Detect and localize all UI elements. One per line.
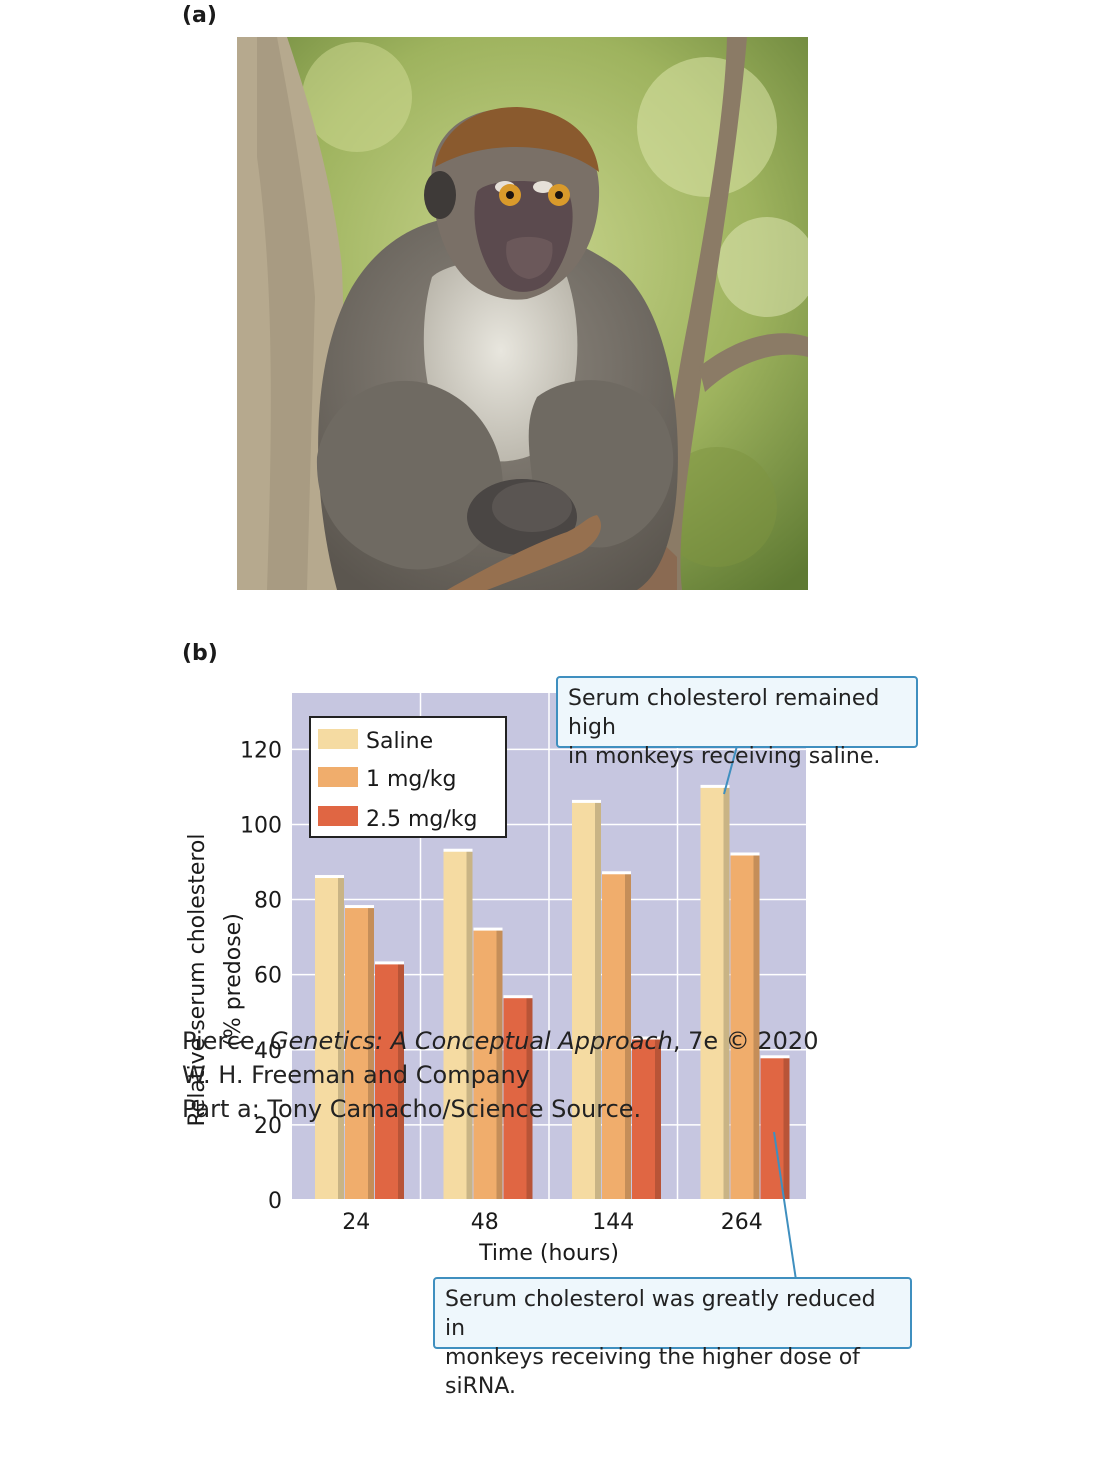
legend-swatch-2-5mg	[318, 806, 358, 826]
bar-saline-24	[315, 877, 338, 1200]
photo-pupil	[555, 191, 563, 199]
y-tick-label: 120	[240, 738, 282, 763]
bar-side-saline-24	[338, 877, 344, 1200]
photo-muzzle	[506, 236, 553, 279]
bar-1-mg-kg-48	[473, 929, 497, 1200]
legend: Saline 1 mg/kg 2.5 mg/kg	[309, 716, 507, 838]
callout-reduced: Serum cholesterol was greatly reduced in…	[433, 1277, 912, 1399]
bar-side-2-5-mg-kg-144	[655, 1038, 661, 1200]
legend-label-1mg: 1 mg/kg	[366, 767, 457, 792]
monkey-photo	[237, 37, 808, 590]
bar-2-5-mg-kg-48	[503, 997, 527, 1200]
bar-top-saline-24	[315, 875, 344, 879]
callout-reduced-line1: Serum cholesterol was greatly reduced in	[445, 1287, 876, 1341]
legend-swatch-saline	[318, 729, 358, 749]
credit-book-title: Genetics: A Conceptual Approach	[269, 1027, 673, 1055]
callout-high-line2: in monkeys receiving saline.	[568, 744, 881, 769]
credit-line-3: Part a: Tony Camacho/Science Source.	[182, 1095, 642, 1123]
bar-2-5-mg-kg-264	[760, 1057, 784, 1200]
bar-side-saline-144	[595, 801, 601, 1200]
panel-a-label: (a)	[182, 3, 217, 28]
bar-1-mg-kg-24	[345, 907, 368, 1200]
x-tick-label: 24	[342, 1210, 370, 1235]
callout-reduced-line2: monkeys receiving the higher dose of siR…	[445, 1345, 860, 1399]
photo-hands	[492, 482, 572, 532]
y-tick-labels: 0 20 40 60 80 100 120	[240, 738, 282, 1214]
photo-legs	[316, 380, 503, 570]
x-axis-label: Time (hours)	[478, 1241, 619, 1266]
bar-top-2-5-mg-kg-24	[375, 961, 404, 965]
bar-side-1-mg-kg-24	[368, 907, 374, 1200]
bar-top-1-mg-kg-264	[730, 852, 760, 856]
credit-line-1: Pierce, Genetics: A Conceptual Approach,…	[182, 1024, 818, 1058]
credits: Pierce, Genetics: A Conceptual Approach,…	[182, 1024, 818, 1126]
x-tick-label: 144	[592, 1210, 634, 1235]
bar-top-1-mg-kg-48	[473, 927, 503, 931]
photo-bokeh	[717, 217, 808, 317]
photo-ear	[424, 171, 456, 219]
bar-2-5-mg-kg-24	[375, 963, 398, 1200]
photo-brow	[533, 181, 553, 193]
x-tick-label: 264	[721, 1210, 763, 1235]
bar-saline-144	[572, 801, 595, 1200]
bar-top-saline-264	[700, 784, 730, 788]
bar-side-1-mg-kg-264	[753, 854, 760, 1200]
legend-swatch-1mg	[318, 767, 358, 787]
legend-label-saline: Saline	[366, 729, 433, 754]
y-tick-label: 20	[254, 1114, 282, 1139]
photo-pupil	[506, 191, 514, 199]
photo-branch	[699, 333, 808, 392]
bar-side-1-mg-kg-144	[625, 873, 631, 1200]
credit-line-2: W. H. Freeman and Company	[182, 1061, 530, 1089]
callout-reduced-pointer	[773, 1131, 797, 1281]
bar-side-1-mg-kg-48	[496, 929, 503, 1200]
bar-side-2-5-mg-kg-24	[398, 963, 404, 1200]
photo-bokeh	[637, 57, 777, 197]
bar-side-2-5-mg-kg-264	[783, 1057, 790, 1200]
bar-1-mg-kg-144	[602, 873, 625, 1200]
y-tick-label: 80	[254, 889, 282, 914]
legend-label-2-5mg: 2.5 mg/kg	[366, 807, 478, 832]
bar-top-saline-144	[572, 799, 601, 803]
x-tick-label: 48	[471, 1210, 499, 1235]
photo-bokeh	[302, 42, 412, 152]
bar-top-1-mg-kg-24	[345, 905, 374, 909]
bar-side-2-5-mg-kg-48	[526, 997, 533, 1200]
credit-edition: , 7e © 2020	[672, 1027, 819, 1055]
y-axis-label: Relative serum cholesterol	[185, 833, 210, 1126]
bar-top-1-mg-kg-144	[602, 871, 631, 875]
bar-saline-48	[443, 850, 467, 1200]
bar-top-2-5-mg-kg-264	[760, 1055, 790, 1059]
bar-top-saline-48	[443, 848, 473, 852]
callout-high: Serum cholesterol remained high in monke…	[556, 676, 918, 769]
bar-saline-264	[700, 786, 724, 1200]
photo-branch	[657, 37, 747, 590]
credit-author: Pierce,	[182, 1027, 270, 1055]
bar-1-mg-kg-264	[730, 854, 754, 1200]
photo-tree-trunk	[257, 37, 315, 590]
y-tick-label: 40	[254, 1039, 282, 1064]
photo-fur-cap	[435, 107, 599, 172]
bar-side-saline-264	[723, 786, 730, 1200]
y-tick-label: 0	[268, 1189, 282, 1214]
bar-side-saline-48	[466, 850, 473, 1200]
callout-high-line1: Serum cholesterol remained high	[568, 686, 880, 740]
bars	[315, 784, 790, 1200]
y-tick-label: 60	[254, 964, 282, 989]
bar-top-2-5-mg-kg-48	[503, 995, 533, 999]
bar-top-2-5-mg-kg-144	[632, 1036, 661, 1040]
y-tick-label: 100	[240, 813, 282, 838]
callout-high-pointer	[723, 745, 738, 795]
y-axis-label-unit: (% predose)	[221, 913, 246, 1047]
bar-2-5-mg-kg-144	[632, 1038, 655, 1200]
photo-branch	[447, 515, 602, 590]
x-tick-labels: 24 48 144 264	[342, 1210, 763, 1235]
panel-b-label: (b)	[182, 641, 218, 666]
